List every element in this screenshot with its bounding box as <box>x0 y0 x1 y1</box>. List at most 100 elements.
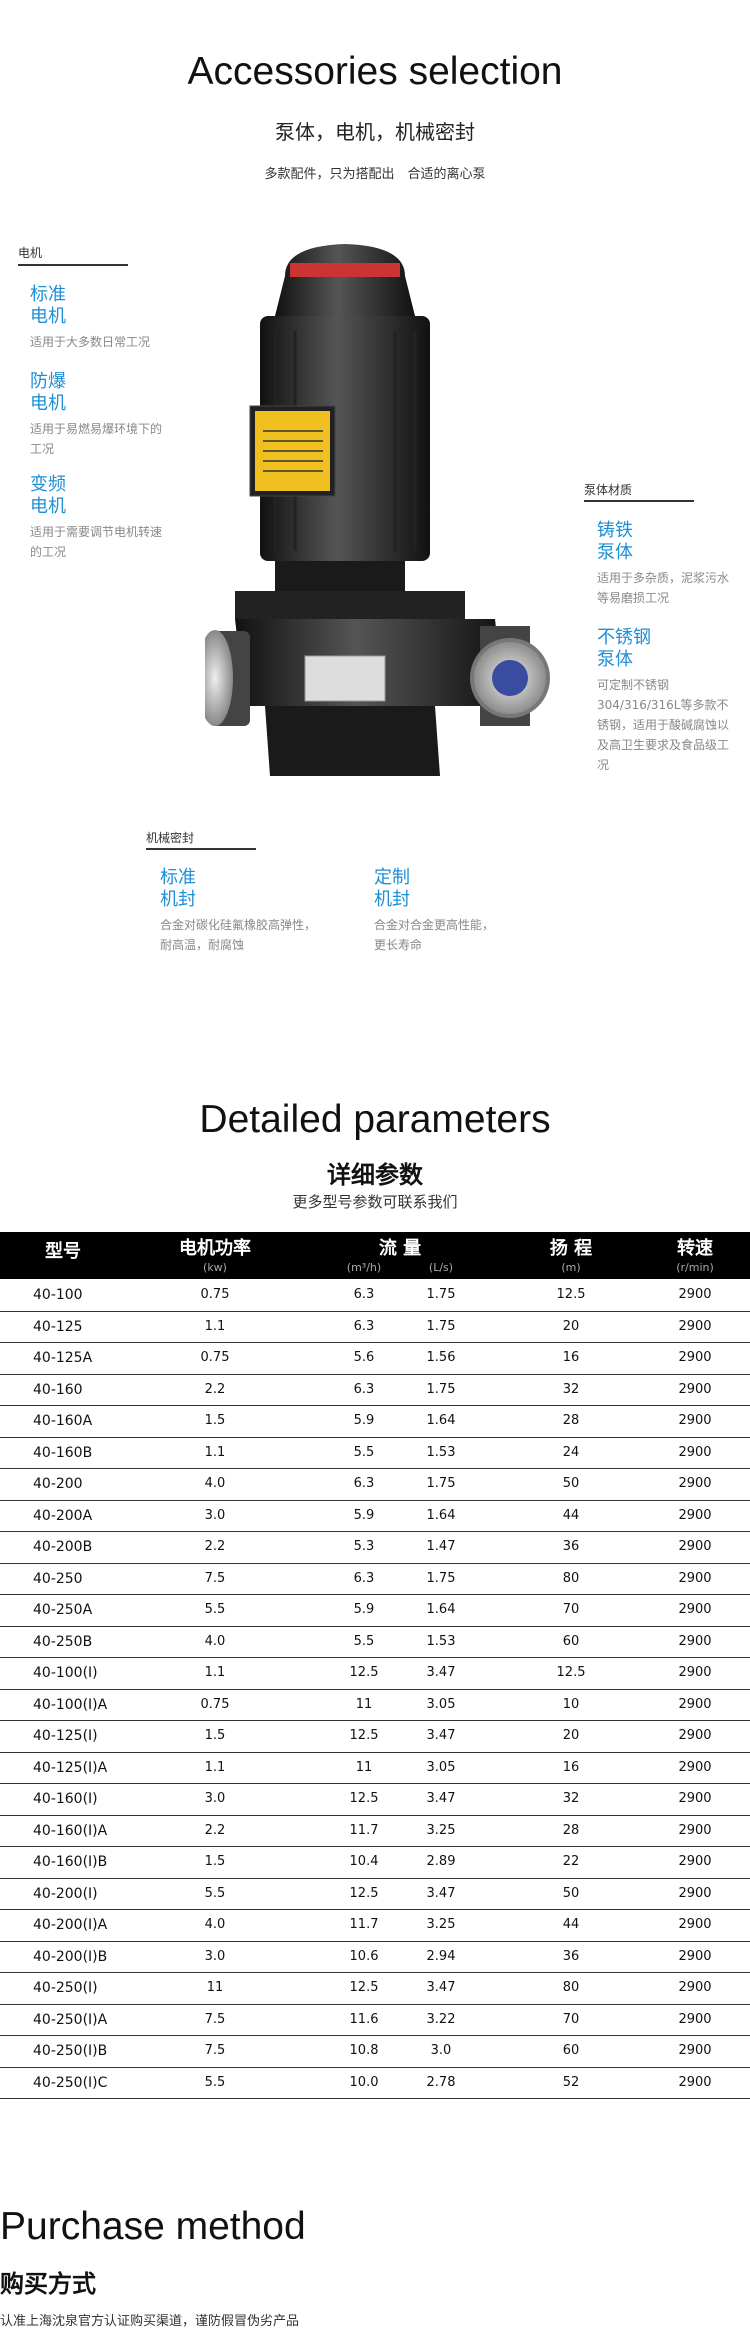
table-cell: 2900 <box>678 1507 712 1523</box>
table-cell: 32 <box>562 1791 580 1806</box>
table-cell: 40-100(I)A <box>33 1696 108 1713</box>
table-cell: 3.47 <box>426 1665 456 1680</box>
table-cell: 40-250(I)C <box>33 2074 108 2091</box>
table-cell: 10.4 <box>349 1854 379 1869</box>
item-name: 不锈钢 <box>597 627 651 648</box>
table-cell: 3.0 <box>204 1948 226 1964</box>
table-cell: 40-250A <box>33 1602 93 1618</box>
table-cell: 12.5 <box>349 1728 379 1743</box>
table-cell: 3.25 <box>426 1822 456 1838</box>
table-cell: 0.75 <box>200 1287 230 1302</box>
rule <box>146 848 256 850</box>
purchase-note: 认准上海沈泉官方认证购买渠道，谨防假冒伪劣产品 <box>0 2314 300 2329</box>
table-cell: 40-200(I)B <box>33 1948 108 1965</box>
table-row: 40-160(I)B 1.5 10.4 2.89 22 2900 <box>0 1846 750 1879</box>
table-row: 40-160B 1.1 5.5 1.53 24 2900 <box>0 1437 750 1469</box>
table-cell: 40-100(I) <box>33 1665 98 1681</box>
table-cell: 50 <box>562 1476 580 1491</box>
table-cell: 11.7 <box>349 1822 379 1838</box>
table-cell: 11 <box>355 1759 373 1775</box>
table-cell: 2900 <box>678 1759 712 1775</box>
table-cell: 6.3 <box>353 1476 375 1491</box>
table-cell: 20 <box>562 1318 580 1334</box>
table-cell: 2900 <box>678 1570 712 1586</box>
table-cell: 2900 <box>678 1885 712 1901</box>
table-cell: 44 <box>562 1917 580 1932</box>
table-cell: 6.3 <box>353 1318 375 1334</box>
table-cell: 3.05 <box>426 1696 456 1712</box>
table-cell: 40-200B <box>33 1539 93 1555</box>
table-row: 40-200 4.0 6.3 1.75 50 2900 <box>0 1468 750 1501</box>
table-cell: 1.53 <box>426 1444 456 1460</box>
table-cell: 2900 <box>678 1413 712 1428</box>
table-cell: 5.5 <box>353 1633 375 1649</box>
table-cell: 16 <box>562 1759 580 1775</box>
table-cell: 40-125 <box>33 1318 83 1335</box>
item-name: 泵体 <box>597 649 633 670</box>
table-cell: 1.1 <box>204 1444 226 1460</box>
table-cell: 40-125A <box>33 1350 93 1366</box>
table-cell: 5.5 <box>204 1602 226 1617</box>
table-cell: 70 <box>562 2011 580 2027</box>
table-cell: 40-160(I) <box>33 1791 98 1807</box>
item-desc: 合金对合金更高性能，更长寿命 <box>374 918 495 952</box>
table-cell: 2900 <box>678 1633 712 1649</box>
table-cell: 40-200(I) <box>33 1885 98 1902</box>
table-cell: 2900 <box>678 1318 712 1334</box>
table-cell: 6.3 <box>353 1570 375 1586</box>
table-cell: 1.75 <box>426 1287 456 1302</box>
table-cell: 2.2 <box>204 1822 226 1838</box>
table-cell: 12.5 <box>556 1287 586 1302</box>
table-cell: 40-125(I)A <box>33 1759 108 1776</box>
table-cell: 6.3 <box>353 1381 375 1397</box>
table-cell: 3.25 <box>426 1917 456 1932</box>
table-cell: 36 <box>562 1948 580 1964</box>
table-cell: 1.64 <box>426 1602 456 1617</box>
item-desc: 适用于易燃易爆环境下的工况 <box>30 422 163 456</box>
item-name: 变频 <box>30 474 66 495</box>
table-cell: 2900 <box>678 1444 712 1460</box>
table-row: 40-100(I)A 0.75 11 3.05 10 2900 <box>0 1689 750 1721</box>
header-cell: 流 量 <box>378 1238 422 1259</box>
table-cell: 2900 <box>678 1917 712 1932</box>
params-subtitle: 详细参数 <box>327 1161 423 1189</box>
table-cell: 60 <box>562 2043 580 2058</box>
table-cell: 7.5 <box>204 1570 226 1586</box>
pump-image <box>205 244 550 776</box>
table-cell: 1.75 <box>426 1476 456 1491</box>
table-cell: 11 <box>355 1696 373 1712</box>
table-cell: 2900 <box>678 2011 712 2027</box>
table-row: 40-160(I)A 2.2 11.7 3.25 28 2900 <box>0 1815 750 1847</box>
table-row: 40-250(I)A 7.5 11.6 3.22 70 2900 <box>0 2004 750 2036</box>
table-row: 40-160A 1.5 5.9 1.64 28 2900 <box>0 1405 750 1438</box>
table-cell: 1.56 <box>426 1350 456 1365</box>
table-cell: 7.5 <box>204 2011 226 2027</box>
table-cell: 2900 <box>678 1287 712 1302</box>
header-unit: (kw) <box>203 1261 227 1274</box>
table-cell: 12.5 <box>349 1885 379 1901</box>
table-cell: 2900 <box>678 1980 712 1995</box>
table-cell: 24 <box>562 1444 580 1460</box>
table-row: 40-250 7.5 6.3 1.75 80 2900 <box>0 1563 750 1595</box>
table-cell: 11.7 <box>349 1917 379 1932</box>
table-cell: 3.0 <box>430 2043 452 2058</box>
table-cell: 2900 <box>678 2043 712 2058</box>
table-cell: 12.5 <box>556 1665 586 1680</box>
table-row: 40-160 2.2 6.3 1.75 32 2900 <box>0 1374 750 1406</box>
header-unit: (m³/h) <box>346 1261 382 1274</box>
rule <box>584 500 694 502</box>
item-desc: 可定制不锈钢304/316/316L等多款不锈钢，适用于酸碱腐蚀以及高卫生要求及… <box>597 678 730 772</box>
table-cell: 60 <box>562 1633 580 1649</box>
table-cell: 2900 <box>678 1665 712 1680</box>
table-row: 40-100(I) 1.1 12.5 3.47 12.5 2900 <box>0 1657 750 1690</box>
item-name: 防爆 <box>30 371 66 392</box>
seal-label: 机械密封 <box>146 831 195 845</box>
table-header: 型号 电机功率 (kw) 流 量 (m³/h) (L/s) 扬 程 (m) 转速… <box>0 1232 750 1279</box>
table-cell: 52 <box>562 2074 580 2090</box>
params-note: 更多型号参数可联系我们 <box>292 1193 458 1211</box>
table-cell: 3.0 <box>204 1507 226 1523</box>
table-cell: 1.75 <box>426 1381 456 1397</box>
table-cell: 2.2 <box>204 1539 226 1554</box>
table-cell: 12.5 <box>349 1791 379 1806</box>
